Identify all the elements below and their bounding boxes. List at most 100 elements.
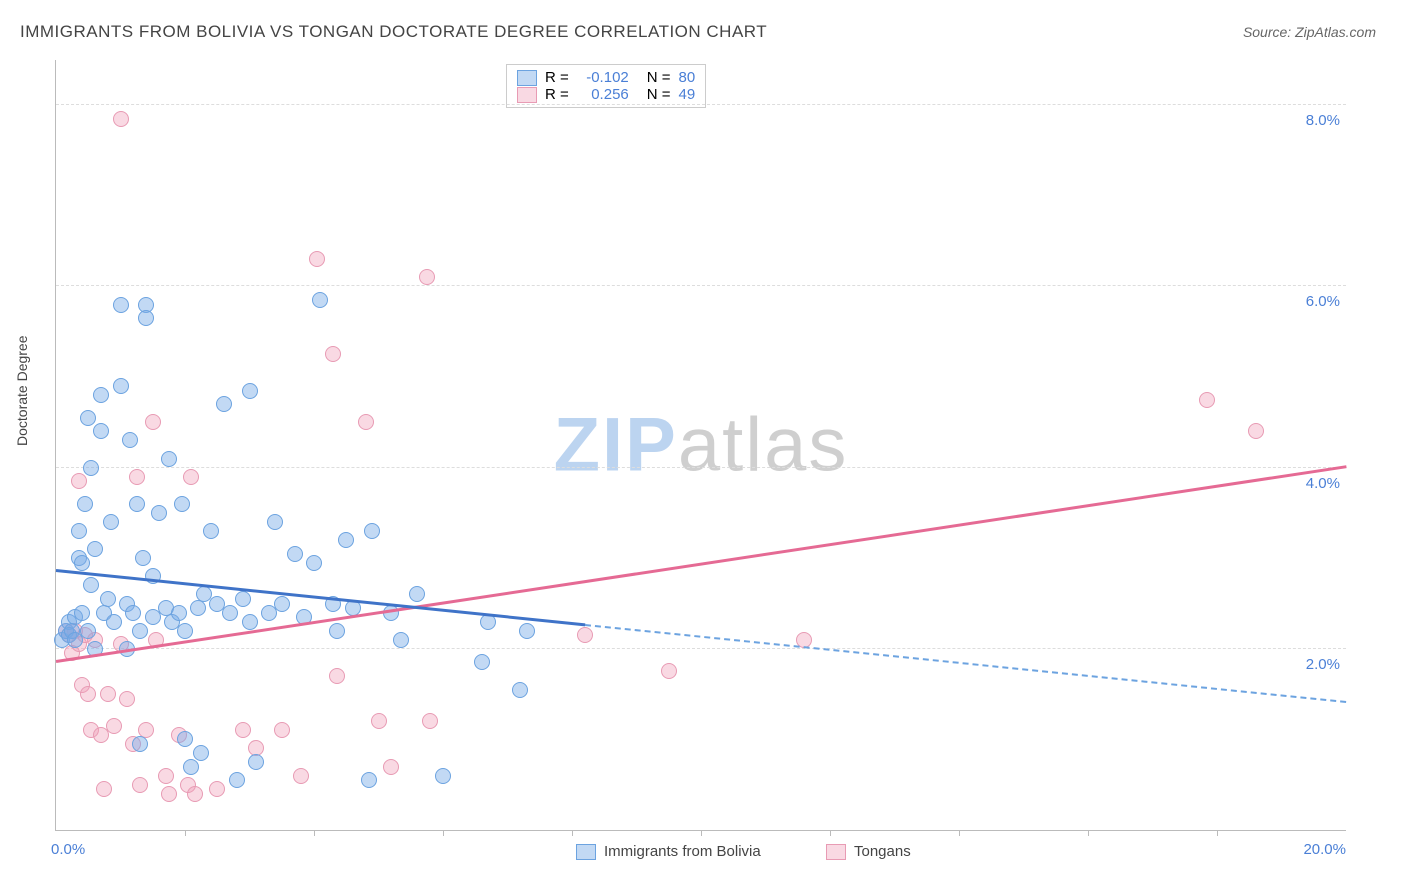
data-point-blue xyxy=(512,682,528,698)
data-point-blue xyxy=(235,591,251,607)
data-point-blue xyxy=(203,523,219,539)
data-point-blue xyxy=(174,496,190,512)
data-point-pink xyxy=(187,786,203,802)
x-tick xyxy=(1088,830,1089,836)
data-point-blue xyxy=(242,614,258,630)
data-point-blue xyxy=(229,772,245,788)
data-point-blue xyxy=(183,759,199,775)
gridline-h xyxy=(56,104,1346,105)
x-tick xyxy=(1217,830,1218,836)
data-point-pink xyxy=(119,691,135,707)
x-tick xyxy=(572,830,573,836)
data-point-pink xyxy=(209,781,225,797)
r-value-pink: 0.256 xyxy=(577,86,629,103)
data-point-pink xyxy=(106,718,122,734)
data-point-blue xyxy=(151,505,167,521)
r-value-blue: -0.102 xyxy=(577,69,629,86)
data-point-blue xyxy=(129,496,145,512)
x-legend-pink: Tongans xyxy=(826,843,911,860)
data-point-blue xyxy=(248,754,264,770)
chart-title: IMMIGRANTS FROM BOLIVIA VS TONGAN DOCTOR… xyxy=(20,22,767,42)
swatch-pink xyxy=(517,87,537,103)
data-point-blue xyxy=(519,623,535,639)
gridline-h xyxy=(56,467,1346,468)
data-point-blue xyxy=(93,423,109,439)
data-point-blue xyxy=(77,496,93,512)
gridline-h xyxy=(56,648,1346,649)
data-point-pink xyxy=(80,686,96,702)
data-point-blue xyxy=(161,451,177,467)
swatch-blue xyxy=(517,70,537,86)
data-point-pink xyxy=(371,713,387,729)
stats-row-blue: R = -0.102 N = 80 xyxy=(517,69,695,86)
data-point-blue xyxy=(113,378,129,394)
data-point-blue xyxy=(338,532,354,548)
source-attribution: Source: ZipAtlas.com xyxy=(1243,24,1376,40)
data-point-blue xyxy=(193,745,209,761)
data-point-blue xyxy=(74,605,90,621)
data-point-blue xyxy=(80,410,96,426)
data-point-pink xyxy=(419,269,435,285)
data-point-pink xyxy=(183,469,199,485)
x-tick xyxy=(830,830,831,836)
data-point-pink xyxy=(129,469,145,485)
stats-row-pink: R = 0.256 N = 49 xyxy=(517,86,695,103)
watermark: ZIPatlas xyxy=(554,402,849,489)
data-point-pink xyxy=(1248,423,1264,439)
swatch-pink-icon xyxy=(826,844,846,860)
stats-legend: R = -0.102 N = 80 R = 0.256 N = 49 xyxy=(506,64,706,108)
data-point-blue xyxy=(93,387,109,403)
data-point-blue xyxy=(216,396,232,412)
data-point-blue xyxy=(474,654,490,670)
x-legend-blue-label: Immigrants from Bolivia xyxy=(604,843,761,860)
data-point-blue xyxy=(74,555,90,571)
data-point-pink xyxy=(293,768,309,784)
data-point-pink xyxy=(325,346,341,362)
data-point-blue xyxy=(409,586,425,602)
data-point-blue xyxy=(113,297,129,313)
data-point-blue xyxy=(171,605,187,621)
y-tick-label: 4.0% xyxy=(1306,475,1340,492)
data-point-blue xyxy=(132,736,148,752)
data-point-blue xyxy=(125,605,141,621)
data-point-pink xyxy=(661,663,677,679)
data-point-blue xyxy=(80,623,96,639)
x-legend-pink-label: Tongans xyxy=(854,843,911,860)
y-axis-label: Doctorate Degree xyxy=(14,335,30,446)
data-point-pink xyxy=(100,686,116,702)
y-tick-label: 2.0% xyxy=(1306,656,1340,673)
data-point-blue xyxy=(132,623,148,639)
data-point-blue xyxy=(177,731,193,747)
swatch-blue-icon xyxy=(576,844,596,860)
watermark-zip: ZIP xyxy=(554,403,678,488)
data-point-blue xyxy=(222,605,238,621)
data-point-pink xyxy=(145,414,161,430)
data-point-pink xyxy=(577,627,593,643)
data-point-blue xyxy=(106,614,122,630)
data-point-blue xyxy=(122,432,138,448)
data-point-blue xyxy=(177,623,193,639)
x-legend-blue: Immigrants from Bolivia xyxy=(576,843,761,860)
trendline-blue-ext xyxy=(585,624,1346,703)
x-tick xyxy=(701,830,702,836)
data-point-blue xyxy=(103,514,119,530)
data-point-pink xyxy=(161,786,177,802)
data-point-blue xyxy=(312,292,328,308)
data-point-blue xyxy=(306,555,322,571)
data-point-pink xyxy=(358,414,374,430)
watermark-atlas: atlas xyxy=(678,403,849,488)
data-point-blue xyxy=(242,383,258,399)
data-point-blue xyxy=(267,514,283,530)
data-point-pink xyxy=(71,473,87,489)
gridline-h xyxy=(56,285,1346,286)
data-point-blue xyxy=(83,460,99,476)
data-point-blue xyxy=(71,523,87,539)
data-point-pink xyxy=(309,251,325,267)
x-axis-label: 0.0% xyxy=(51,841,85,858)
trendline-pink xyxy=(56,465,1346,662)
x-tick xyxy=(959,830,960,836)
data-point-blue xyxy=(83,577,99,593)
x-tick xyxy=(185,830,186,836)
data-point-pink xyxy=(235,722,251,738)
data-point-blue xyxy=(361,772,377,788)
